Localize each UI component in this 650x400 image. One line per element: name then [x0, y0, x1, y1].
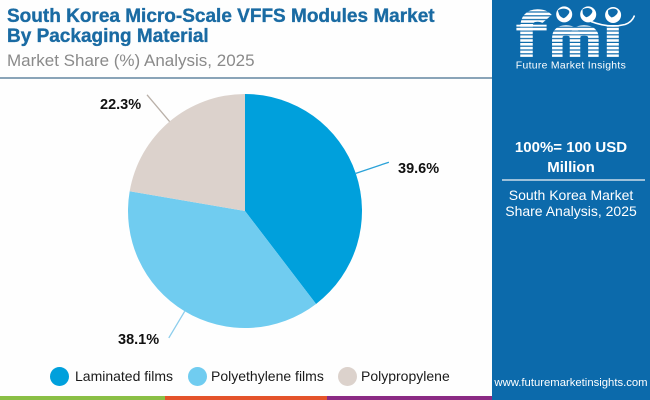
- svg-text:Future Market Insights: Future Market Insights: [516, 61, 626, 72]
